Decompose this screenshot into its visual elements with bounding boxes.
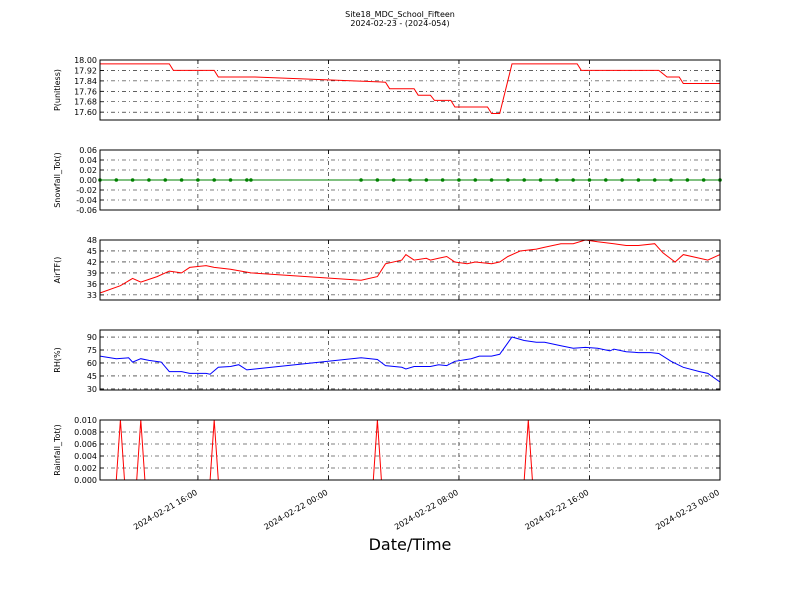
data-point [249, 178, 253, 182]
plot-frame [99, 239, 721, 301]
data-point [391, 178, 396, 182]
y-axis-label: RH(%) [53, 347, 62, 372]
y-tick-label: 17.60 [74, 108, 97, 117]
y-tick-label: 18.00 [74, 56, 97, 65]
y-axis-label: Rainfall_Tot() [53, 424, 62, 476]
y-tick-label: 90 [87, 333, 97, 342]
y-axis-label: Snowfall_Tot() [53, 152, 62, 208]
y-tick-label: -0.04 [76, 196, 97, 205]
y-tick-label: 45 [87, 372, 97, 381]
x-tick-label: 2024-02-22 00:00 [262, 488, 329, 532]
data-point [228, 178, 233, 182]
data-point [603, 178, 608, 182]
y-tick-label: 0.008 [74, 428, 97, 437]
data-point [212, 178, 217, 182]
plot-frame [99, 59, 721, 121]
x-tick-label: 2024-02-23 00:00 [654, 488, 721, 532]
data-point [685, 178, 690, 182]
data-point [571, 178, 575, 182]
y-axis-label: AirTF() [53, 257, 62, 284]
y-tick-label: 17.84 [74, 77, 97, 86]
data-point [375, 178, 380, 182]
data-point [701, 178, 706, 182]
data-point [636, 178, 641, 182]
y-tick-label: 0.02 [79, 166, 97, 175]
y-tick-label: 36 [87, 280, 97, 289]
x-tick-label: 2024-02-21 16:00 [132, 488, 199, 532]
data-point [179, 178, 184, 182]
y-tick-label: 0.06 [79, 146, 97, 155]
plot-frame [99, 329, 721, 391]
y-axis-label: P(unitless) [53, 69, 62, 111]
y-tick-label: 0.002 [74, 464, 97, 473]
y-tick-label: 30 [87, 385, 97, 394]
data-point [473, 178, 478, 182]
data-point [245, 178, 249, 182]
data-point [163, 178, 168, 182]
y-tick-label: 42 [87, 258, 97, 267]
y-tick-label: 0.004 [74, 452, 97, 461]
data-point [538, 178, 543, 182]
y-tick-label: -0.02 [76, 186, 97, 195]
y-tick-label: 60 [87, 359, 97, 368]
series-line [99, 336, 721, 383]
figure-title: Site18_MDC_School_Fifteen [345, 10, 455, 19]
data-point [359, 178, 363, 182]
y-tick-label: 39 [87, 269, 97, 278]
y-tick-label: 17.68 [74, 98, 97, 107]
y-tick-label: 0.006 [74, 440, 97, 449]
y-tick-label: 17.76 [74, 87, 97, 96]
data-point [457, 178, 461, 182]
y-tick-label: 17.92 [74, 66, 97, 75]
figure-subtitle: 2024-02-23 - (2024-054) [350, 19, 449, 28]
data-point [506, 178, 510, 182]
x-tick-label: 2024-02-22 08:00 [393, 488, 460, 532]
y-tick-label: -0.06 [76, 206, 97, 215]
data-point [114, 178, 119, 182]
y-tick-label: 45 [87, 247, 97, 256]
y-tick-label: 75 [87, 346, 97, 355]
series-line [100, 63, 720, 114]
y-tick-label: 0.000 [74, 476, 97, 485]
y-tick-label: 0.010 [74, 416, 97, 425]
y-tick-label: 48 [87, 236, 97, 245]
data-point [587, 178, 592, 182]
data-point [522, 178, 527, 182]
data-point [669, 178, 673, 182]
data-point [130, 178, 135, 182]
data-point [424, 178, 429, 182]
data-point [147, 178, 151, 182]
data-point [555, 178, 559, 182]
data-point [620, 178, 624, 182]
series-line [99, 239, 721, 294]
y-tick-label: 33 [87, 291, 97, 300]
x-tick-label: 2024-02-22 16:00 [524, 488, 591, 532]
plot-frame [99, 149, 721, 211]
data-point [440, 178, 445, 182]
plot-frame [99, 419, 721, 481]
y-tick-label: 0.04 [79, 156, 97, 165]
data-point [489, 178, 494, 182]
y-tick-label: 0.00 [79, 176, 97, 185]
data-point [196, 178, 200, 182]
x-axis-label: Date/Time [369, 535, 452, 554]
series-line [100, 419, 720, 481]
data-point [652, 178, 657, 182]
data-point [408, 178, 412, 182]
